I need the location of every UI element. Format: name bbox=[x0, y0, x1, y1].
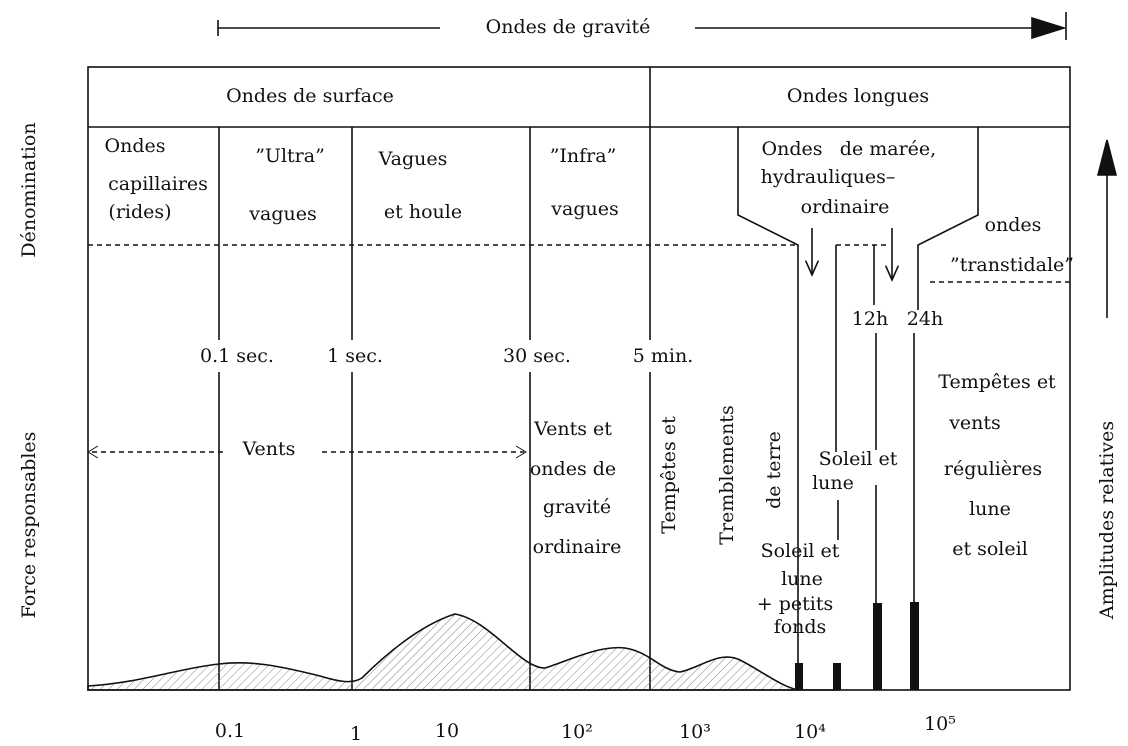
name: hydrauliques– bbox=[761, 166, 896, 188]
force: ordinaire bbox=[533, 536, 622, 558]
shape bbox=[910, 602, 919, 690]
force: Soleil et bbox=[819, 448, 898, 470]
force: Tempêtes et bbox=[658, 416, 680, 534]
period: 24h bbox=[907, 308, 943, 330]
force: + petits bbox=[757, 593, 833, 615]
period: 30 sec. bbox=[503, 345, 571, 367]
shape bbox=[873, 603, 882, 690]
period: 5 min. bbox=[633, 345, 694, 367]
force: lune bbox=[781, 568, 823, 590]
force: vents bbox=[948, 412, 1001, 434]
axis-label: 10⁵ bbox=[924, 713, 956, 735]
force: lune bbox=[969, 498, 1011, 520]
period: 12h bbox=[852, 308, 888, 330]
shape bbox=[795, 663, 803, 690]
section: Ondes longues bbox=[787, 85, 929, 107]
name: Ondes bbox=[105, 135, 166, 157]
name: vagues bbox=[550, 198, 618, 220]
axis-label: 10³ bbox=[679, 721, 711, 743]
force: Tempêtes et bbox=[938, 371, 1056, 393]
title: Ondes de gravité bbox=[486, 16, 651, 38]
side-label: Dénomination bbox=[18, 122, 40, 257]
name: ”Infra” bbox=[550, 145, 617, 167]
period: 1 sec. bbox=[327, 345, 383, 367]
axis-label: 10 bbox=[435, 720, 459, 742]
force: Vents bbox=[242, 438, 296, 460]
line bbox=[87, 445, 99, 459]
name: Ondes bbox=[762, 138, 823, 160]
name: et houle bbox=[384, 201, 462, 223]
force: gravité bbox=[543, 496, 611, 518]
line bbox=[1031, 16, 1067, 40]
shape bbox=[833, 663, 841, 690]
force: Tremblements bbox=[716, 405, 738, 544]
name: (rides) bbox=[108, 201, 171, 223]
period: 0.1 sec. bbox=[200, 345, 274, 367]
force: de terre bbox=[763, 431, 785, 509]
axis-label: 0.1 bbox=[215, 720, 245, 742]
section: Ondes de surface bbox=[226, 85, 394, 107]
side-label: Amplitudes relatives bbox=[1096, 421, 1118, 620]
side-label: Force responsables bbox=[18, 432, 40, 619]
name: de marée, bbox=[840, 138, 936, 160]
force: régulières bbox=[944, 458, 1042, 480]
line bbox=[917, 127, 979, 310]
line bbox=[515, 445, 527, 459]
name: vagues bbox=[248, 203, 316, 225]
name: capillaires bbox=[108, 173, 208, 195]
axis-label: 10⁴ bbox=[794, 721, 826, 743]
name: Vagues bbox=[378, 148, 448, 170]
force: et soleil bbox=[952, 538, 1028, 560]
force: fonds bbox=[774, 616, 827, 638]
name: ”Ultra” bbox=[255, 145, 325, 167]
line bbox=[87, 613, 799, 691]
force: ondes de bbox=[530, 458, 616, 480]
axis-label: 10² bbox=[561, 721, 593, 743]
line bbox=[1096, 139, 1118, 176]
force: Soleil et bbox=[761, 540, 840, 562]
force: Vents et bbox=[533, 418, 612, 440]
name: ondes bbox=[985, 214, 1042, 236]
name: ordinaire bbox=[801, 196, 890, 218]
axis-label: 1 bbox=[350, 723, 362, 745]
line bbox=[737, 127, 799, 665]
force: lune bbox=[812, 472, 854, 494]
name: ”transtidale” bbox=[950, 254, 1074, 276]
